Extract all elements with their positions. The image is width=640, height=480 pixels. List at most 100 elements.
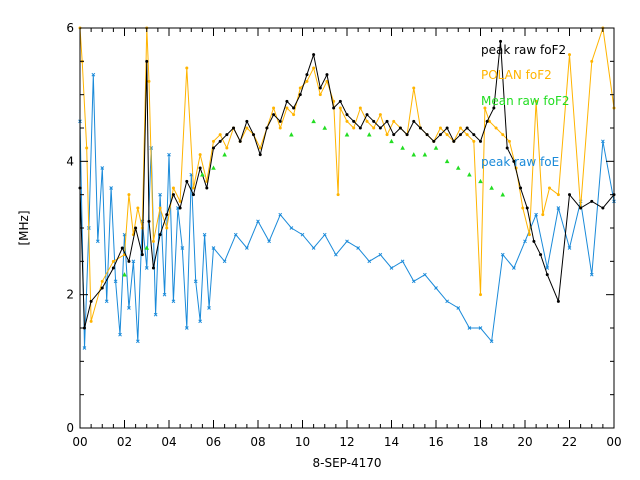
data-point xyxy=(601,139,605,144)
data-point xyxy=(238,139,242,143)
data-point xyxy=(523,239,527,244)
data-point xyxy=(378,113,382,117)
data-point xyxy=(289,132,294,137)
x-tick-label: 20 xyxy=(517,435,532,449)
data-point xyxy=(153,312,158,317)
data-point xyxy=(258,153,262,157)
data-point xyxy=(185,179,189,183)
data-point xyxy=(100,279,104,283)
data-point xyxy=(167,152,171,157)
data-point xyxy=(212,139,215,143)
data-point xyxy=(412,119,416,123)
data-point xyxy=(218,139,222,143)
data-point xyxy=(479,139,482,143)
data-point xyxy=(472,133,476,137)
x-tick-label: 14 xyxy=(384,435,399,449)
data-point xyxy=(136,206,140,210)
data-point xyxy=(85,146,89,150)
data-point xyxy=(499,39,503,43)
data-point xyxy=(245,126,249,130)
data-point xyxy=(211,246,216,250)
data-point xyxy=(272,113,276,117)
data-point xyxy=(202,232,207,237)
data-point xyxy=(545,266,550,270)
data-point xyxy=(467,326,472,330)
data-point xyxy=(425,133,429,137)
data-point xyxy=(358,126,362,130)
data-point xyxy=(389,138,394,144)
x-tick-label: 00 xyxy=(606,435,621,449)
data-point xyxy=(100,286,104,290)
data-point xyxy=(198,319,203,324)
x-tick-label: 12 xyxy=(339,435,354,449)
x-tick-label: 10 xyxy=(295,435,310,449)
data-point xyxy=(372,126,376,130)
data-point xyxy=(225,146,229,150)
data-point xyxy=(432,139,436,143)
data-point xyxy=(300,232,305,237)
x-tick-label: 08 xyxy=(250,435,265,449)
data-point xyxy=(344,132,350,137)
data-point xyxy=(556,193,560,197)
data-point xyxy=(89,299,93,303)
data-point xyxy=(127,259,131,263)
data-point xyxy=(512,266,516,270)
data-point xyxy=(458,133,462,137)
data-point xyxy=(325,73,329,77)
x-tick-label: 16 xyxy=(428,435,443,449)
data-point xyxy=(483,106,487,110)
data-point xyxy=(532,239,536,243)
x-tick-label: 00 xyxy=(72,435,87,449)
data-point xyxy=(494,126,498,130)
data-point xyxy=(487,119,491,123)
data-point xyxy=(305,79,309,83)
y-tick-label: 0 xyxy=(66,421,74,435)
y-tick-label: 6 xyxy=(66,21,74,35)
data-point xyxy=(100,166,105,170)
data-point xyxy=(418,126,422,130)
data-point xyxy=(120,246,124,250)
data-point xyxy=(467,172,472,177)
data-point xyxy=(458,126,462,130)
data-point xyxy=(272,106,276,110)
data-point xyxy=(111,259,115,263)
data-point xyxy=(311,246,316,250)
legend: peak raw foF2 POLAN foF2 Mean raw foF2 peak… xyxy=(481,43,570,169)
data-point xyxy=(590,59,594,63)
data-point xyxy=(345,119,349,123)
data-point xyxy=(500,192,506,197)
data-point xyxy=(140,253,144,257)
data-point xyxy=(312,66,316,70)
data-point xyxy=(489,185,494,190)
data-point xyxy=(127,306,131,310)
data-point xyxy=(165,226,169,230)
data-point xyxy=(590,199,594,203)
data-point xyxy=(507,139,511,143)
data-point xyxy=(198,166,202,170)
legend-entry: POLAN foF2 xyxy=(481,68,552,82)
data-point xyxy=(334,252,338,257)
data-point xyxy=(392,119,396,123)
data-point xyxy=(95,239,100,244)
x-tick-label: 06 xyxy=(206,435,221,449)
data-point xyxy=(356,246,360,250)
data-point xyxy=(478,326,483,330)
data-point xyxy=(367,259,372,264)
data-point xyxy=(127,193,131,197)
data-point xyxy=(411,279,416,284)
data-point xyxy=(205,186,209,190)
data-point xyxy=(345,113,349,117)
data-point xyxy=(193,279,198,284)
data-point xyxy=(556,206,561,210)
data-point xyxy=(378,252,383,257)
data-point xyxy=(452,139,456,143)
data-point xyxy=(541,213,545,217)
y-tick-label: 2 xyxy=(66,288,74,302)
y-tick-label: 4 xyxy=(66,154,74,168)
data-point xyxy=(601,206,605,210)
data-point xyxy=(207,306,211,310)
x-axis-label: 8-SEP-4170 xyxy=(312,456,381,470)
data-point xyxy=(222,152,227,157)
data-point xyxy=(338,106,342,110)
